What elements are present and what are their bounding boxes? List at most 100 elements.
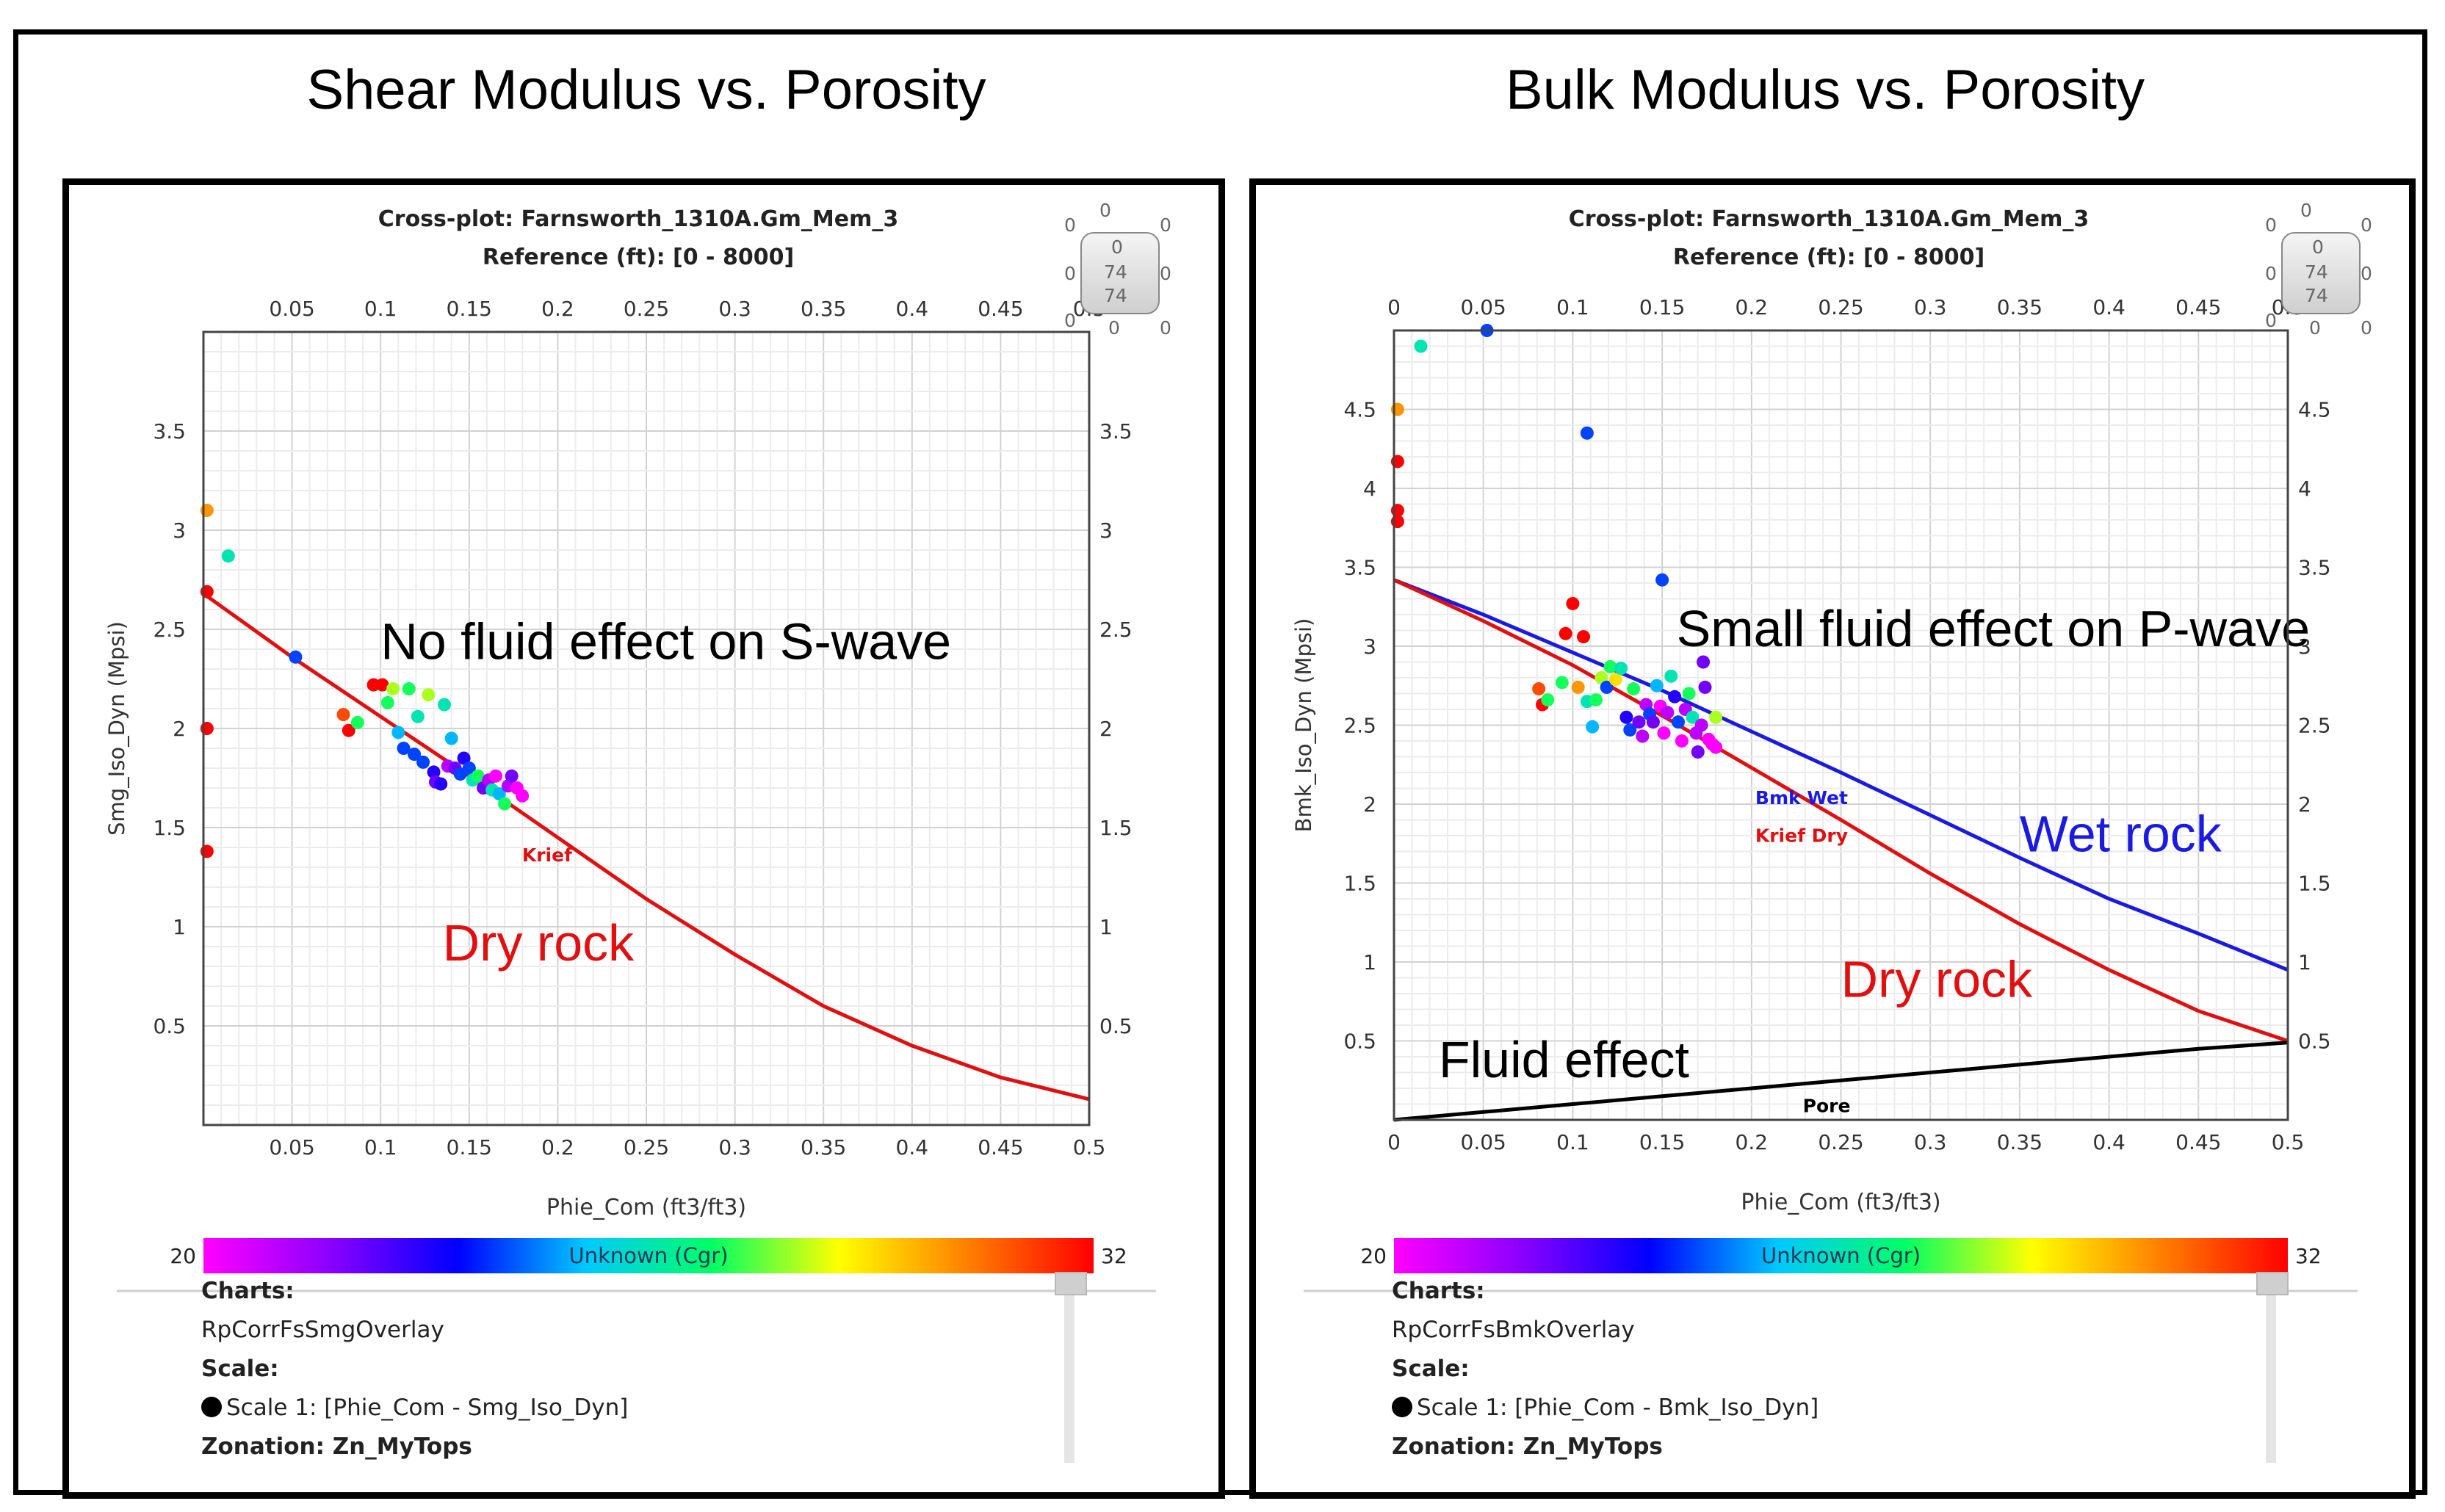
data-point[interactable] xyxy=(416,755,430,769)
data-point[interactable] xyxy=(1580,426,1594,440)
data-point[interactable] xyxy=(1614,662,1628,676)
y-tick-label: 2.5 xyxy=(153,618,186,642)
zoom-bottom-left-value: 0 xyxy=(2265,310,2277,331)
data-point[interactable] xyxy=(386,682,400,695)
data-point[interactable] xyxy=(336,708,350,722)
data-point[interactable] xyxy=(1650,679,1664,692)
data-point[interactable] xyxy=(438,698,452,712)
data-point[interactable] xyxy=(380,695,394,709)
data-point[interactable] xyxy=(1566,596,1580,610)
scale-entry-text: Scale 1: [Phie_Com - Smg_Iso_Dyn] xyxy=(226,1395,629,1421)
data-point[interactable] xyxy=(1697,655,1711,669)
data-point[interactable] xyxy=(397,742,411,755)
y-tick-label: 3.5 xyxy=(1343,556,1376,580)
scatter-points xyxy=(1390,324,1723,759)
data-point[interactable] xyxy=(1682,687,1696,701)
data-point[interactable] xyxy=(221,549,235,563)
info-scrollbar-thumb[interactable] xyxy=(1055,1272,1087,1295)
data-point[interactable] xyxy=(1627,682,1641,696)
x-tick-label: 0.2 xyxy=(541,1135,574,1160)
x-tick-label: 0.45 xyxy=(2175,1130,2221,1154)
data-point[interactable] xyxy=(1675,734,1689,748)
info-scrollbar-thumb[interactable] xyxy=(2256,1272,2289,1295)
data-point[interactable] xyxy=(1691,745,1705,759)
y-tick-label-right: 1.5 xyxy=(2298,872,2331,896)
scale-entry-text: Scale 1: [Phie_Com - Bmk_Iso_Dyn] xyxy=(1417,1395,1819,1421)
data-point[interactable] xyxy=(1600,680,1614,694)
data-point[interactable] xyxy=(1414,339,1428,353)
data-point[interactable] xyxy=(1636,729,1650,743)
data-point[interactable] xyxy=(391,726,405,739)
zoom-button[interactable]: 0 74 74 xyxy=(2281,232,2361,314)
series-line-bmk-wet xyxy=(1393,578,2289,972)
data-point[interactable] xyxy=(350,715,364,729)
y-tick-label: 4 xyxy=(1363,477,1376,501)
data-point[interactable] xyxy=(434,777,448,791)
zoom-button[interactable]: 0 74 74 xyxy=(1080,232,1160,314)
data-point[interactable] xyxy=(1657,726,1671,740)
series-line-pore xyxy=(1393,1041,2289,1122)
data-point[interactable] xyxy=(1664,669,1678,683)
data-point[interactable] xyxy=(1655,573,1669,587)
data-point[interactable] xyxy=(1686,710,1700,724)
data-point[interactable] xyxy=(1577,630,1591,644)
data-point[interactable] xyxy=(289,650,303,664)
data-point[interactable] xyxy=(1661,706,1675,720)
y-tick-label-right: 2 xyxy=(2298,792,2311,817)
x-tick-label-top: 0.4 xyxy=(896,297,929,321)
data-point[interactable] xyxy=(1668,690,1682,703)
data-point[interactable] xyxy=(1623,723,1637,737)
data-point[interactable] xyxy=(1632,715,1646,729)
data-point[interactable] xyxy=(505,769,519,783)
data-point[interactable] xyxy=(516,789,530,803)
data-point[interactable] xyxy=(1532,682,1546,696)
data-point[interactable] xyxy=(342,723,355,737)
data-point[interactable] xyxy=(411,709,425,723)
data-point[interactable] xyxy=(462,762,476,775)
data-point[interactable] xyxy=(1608,673,1622,687)
zoom-center-value: 0 xyxy=(2312,236,2324,258)
y-tick-label: 0.5 xyxy=(153,1014,186,1038)
zoom-mid-right-value: 0 xyxy=(2361,263,2372,284)
data-point[interactable] xyxy=(1555,676,1569,690)
data-point[interactable] xyxy=(1709,710,1723,724)
y-tick-label-right: 2 xyxy=(1099,717,1113,741)
data-point[interactable] xyxy=(408,748,422,762)
data-point[interactable] xyxy=(1559,626,1572,640)
y-tick-label: 1.5 xyxy=(1343,872,1376,896)
zoom-control[interactable]: 0 0 0 0 0 0 74 74 0 0 0 xyxy=(2265,200,2375,339)
data-point[interactable] xyxy=(1672,715,1686,729)
data-point[interactable] xyxy=(1709,740,1723,754)
data-point[interactable] xyxy=(375,678,389,692)
data-point[interactable] xyxy=(1698,680,1712,694)
data-point[interactable] xyxy=(1619,710,1633,724)
data-point[interactable] xyxy=(457,751,471,765)
zoom-control[interactable]: 0 0 0 0 0 0 74 74 0 0 0 xyxy=(1064,200,1174,339)
y-axis-label: Smg_Iso_Dyn (Mpsi) xyxy=(104,621,129,836)
info-scrollbar[interactable] xyxy=(1064,1287,1075,1463)
data-point[interactable] xyxy=(422,688,436,702)
data-point[interactable] xyxy=(1646,715,1660,729)
data-point[interactable] xyxy=(1603,659,1617,673)
info-scrollbar[interactable] xyxy=(2266,1287,2276,1463)
data-point[interactable] xyxy=(444,731,458,745)
data-point[interactable] xyxy=(1586,720,1600,734)
data-point[interactable] xyxy=(492,787,506,801)
x-tick-label-top: 0.25 xyxy=(624,297,669,321)
data-point[interactable] xyxy=(1694,718,1708,732)
x-axis-label: Phie_Com (ft3/ft3) xyxy=(1741,1190,1940,1215)
data-point[interactable] xyxy=(1589,693,1603,707)
x-tick-label: 0.25 xyxy=(1818,1130,1863,1154)
data-point[interactable] xyxy=(471,769,485,783)
data-point[interactable] xyxy=(488,769,502,783)
y-axis-label: Bmk_Iso_Dyn (Mpsi) xyxy=(1291,618,1316,833)
data-point[interactable] xyxy=(1541,693,1555,707)
x-tick-label: 0.4 xyxy=(896,1135,929,1160)
data-point[interactable] xyxy=(1571,680,1585,694)
data-point[interactable] xyxy=(498,797,512,811)
scale-entry: Scale 1: [Phie_Com - Bmk_Iso_Dyn] xyxy=(1392,1389,1819,1428)
x-tick-label: 0.45 xyxy=(978,1135,1023,1160)
data-point[interactable] xyxy=(402,682,416,695)
y-tick-label: 1.5 xyxy=(153,816,186,840)
data-point[interactable] xyxy=(427,765,441,779)
